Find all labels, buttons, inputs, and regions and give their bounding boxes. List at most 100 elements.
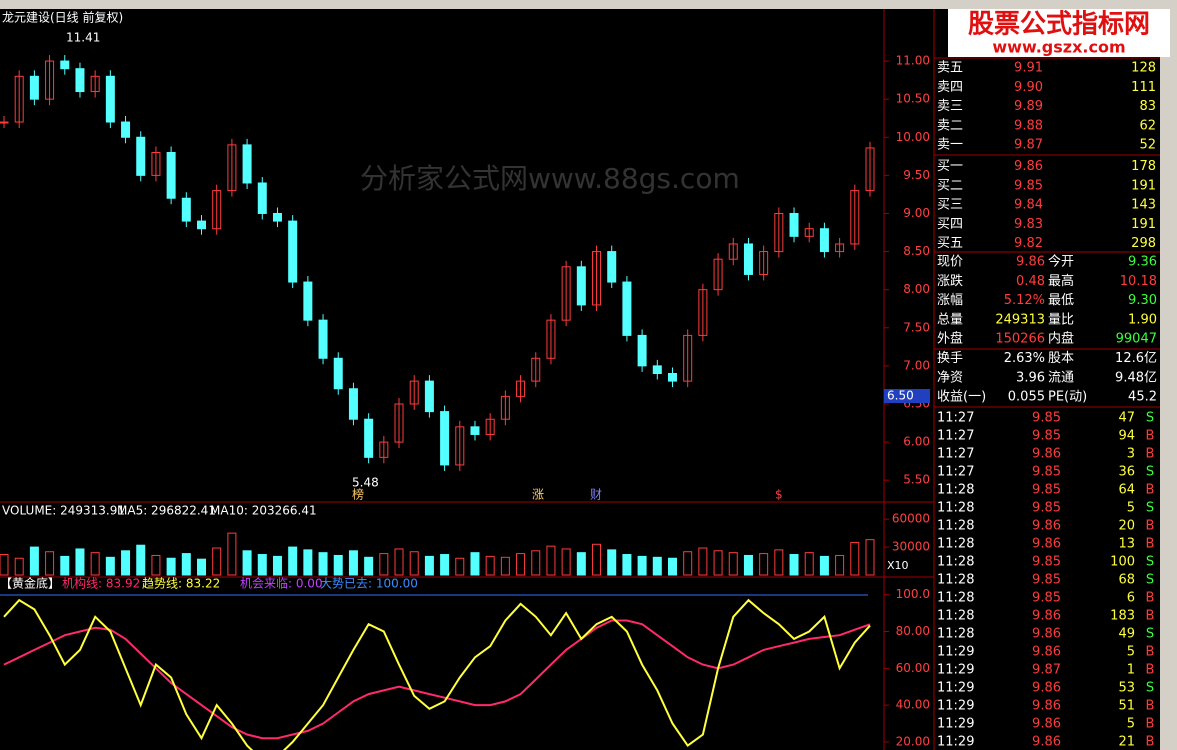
y-tick-label: 80.00 — [896, 624, 930, 638]
volume-bar — [60, 555, 70, 576]
trade-time: 11:28 — [937, 591, 974, 606]
trade-price: 9.86 — [1032, 681, 1061, 696]
volume-bar — [819, 555, 829, 576]
trade-volume: 183 — [1110, 609, 1135, 624]
marker: $ — [775, 488, 783, 502]
trade-price: 9.85 — [1032, 429, 1061, 444]
book-price: 9.85 — [1014, 178, 1043, 193]
candle-body — [667, 372, 677, 382]
y-tick-label: 6.00 — [903, 435, 930, 449]
trade-time: 11:28 — [937, 483, 974, 498]
volume-bar — [774, 549, 784, 576]
candle-body — [14, 75, 24, 123]
volume-bar — [424, 555, 434, 576]
y-tick-label: 10.50 — [896, 92, 930, 106]
trade-volume: 53 — [1118, 681, 1135, 696]
indicator-line — [3, 598, 871, 750]
stat-label: 总量 — [937, 312, 963, 327]
volume-bar — [14, 557, 24, 576]
candle-body — [409, 380, 419, 405]
scale-label: X10 — [887, 559, 909, 572]
trade-time: 11:29 — [937, 717, 974, 732]
volume-bar — [713, 550, 723, 576]
menu-bar — [0, 0, 1177, 9]
trade-price: 9.85 — [1032, 411, 1061, 426]
stat-label: 股本 — [1048, 351, 1074, 366]
trade-time: 11:28 — [937, 555, 974, 570]
y-tick-label: 9.00 — [903, 206, 930, 220]
candle-body — [819, 228, 829, 253]
y-tick-label: 9.50 — [903, 168, 930, 182]
candle-body — [683, 334, 693, 382]
volume-bar — [561, 548, 571, 576]
book-label: 卖二 — [937, 118, 963, 133]
candle-body — [789, 212, 799, 237]
indicator-line — [3, 619, 871, 740]
trade-side: B — [1146, 717, 1155, 732]
trade-price: 9.86 — [1032, 735, 1061, 750]
book-volume: 111 — [1131, 80, 1156, 95]
stat-value: 9.36 — [1128, 255, 1157, 270]
trade-volume: 51 — [1118, 699, 1135, 714]
volume-bar — [485, 555, 495, 576]
volume-bar — [166, 557, 176, 576]
candle-body — [45, 60, 55, 100]
volume-bar — [576, 552, 586, 576]
stat-label: 涨幅 — [937, 293, 963, 308]
y-tick-label: 60000 — [892, 512, 930, 526]
trade-price: 9.85 — [1032, 573, 1061, 588]
trade-time: 11:27 — [937, 447, 974, 462]
volume-bar — [303, 549, 313, 576]
trade-price: 9.86 — [1032, 645, 1061, 660]
volume-bar — [409, 551, 419, 576]
trade-volume: 21 — [1118, 735, 1135, 750]
indicator-text: 大势已去: 100.00 — [320, 577, 418, 591]
trade-price: 9.85 — [1032, 591, 1061, 606]
book-label: 买五 — [937, 236, 963, 251]
marker: 涨 — [532, 487, 544, 502]
volume-bar — [242, 550, 252, 576]
candle-body — [592, 251, 602, 306]
stat-label: 现价 — [937, 255, 963, 270]
trade-time: 11:29 — [937, 681, 974, 696]
y-tick-label: 8.00 — [903, 282, 930, 296]
volume-bar — [394, 548, 404, 576]
candle-body — [516, 380, 526, 397]
stat-value: 150266 — [995, 332, 1045, 347]
volume-text: MA5: 296822.41 — [117, 504, 216, 518]
stat-label: 今开 — [1048, 254, 1074, 270]
book-price: 9.86 — [1014, 159, 1043, 174]
candle-body — [759, 251, 769, 275]
volume-bar — [136, 544, 146, 576]
volume-bar — [121, 550, 131, 576]
trade-time: 11:29 — [937, 735, 974, 750]
trade-price: 9.86 — [1032, 447, 1061, 462]
candle-body — [242, 144, 252, 184]
candle-body — [29, 75, 39, 100]
trade-side: S — [1146, 681, 1154, 696]
trade-time: 11:27 — [937, 429, 974, 444]
book-volume: 83 — [1139, 99, 1156, 114]
volume-bar — [743, 554, 753, 576]
volume-bar — [804, 552, 814, 576]
candle-body — [440, 411, 450, 466]
trade-price: 9.86 — [1032, 627, 1061, 642]
volume-bar — [90, 552, 100, 576]
indicator-text: 机会来临: 0.00 — [240, 577, 323, 591]
chart-title: 龙元建设(日线 前复权) — [2, 10, 123, 25]
cursor-box — [884, 389, 930, 403]
book-label: 买三 — [937, 198, 963, 213]
volume-bar — [470, 552, 480, 576]
book-price: 9.88 — [1014, 118, 1043, 133]
trade-side: B — [1146, 591, 1155, 606]
stat-value: 10.18 — [1120, 274, 1157, 289]
book-label: 卖五 — [937, 61, 963, 76]
volume-bar — [637, 555, 647, 576]
candle-body — [227, 144, 237, 192]
volume-bar — [759, 553, 769, 576]
trade-time: 11:28 — [937, 519, 974, 534]
trade-volume: 49 — [1118, 627, 1135, 642]
watermark: 分析家公式网www.88gs.com — [360, 162, 740, 195]
trade-side: S — [1146, 501, 1154, 516]
